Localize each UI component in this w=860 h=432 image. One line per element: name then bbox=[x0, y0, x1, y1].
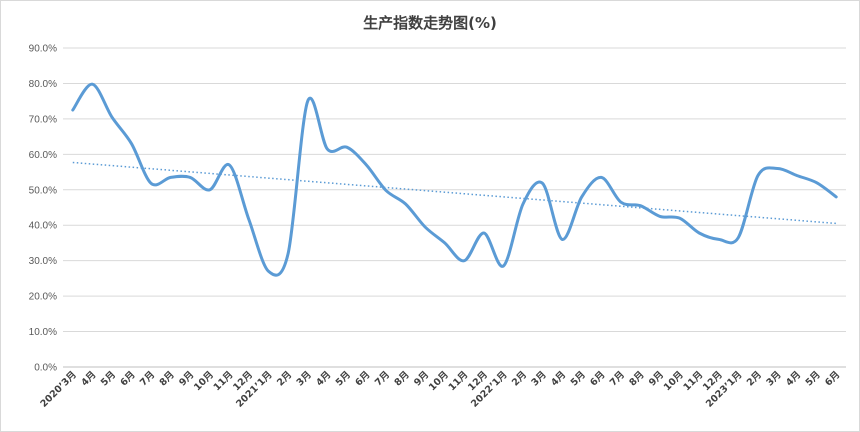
x-tick-label: 2020’3月 bbox=[38, 369, 78, 409]
x-tick-label: 11月 bbox=[681, 369, 705, 393]
data-point bbox=[188, 175, 192, 179]
data-point bbox=[541, 181, 545, 185]
x-tick-label: 7月 bbox=[138, 369, 157, 388]
data-point bbox=[227, 163, 231, 167]
x-tick-label: 2月 bbox=[745, 369, 764, 388]
x-tick-label: 6月 bbox=[118, 369, 137, 388]
x-tick-label: 5月 bbox=[804, 369, 823, 388]
data-point bbox=[658, 214, 662, 218]
data-point bbox=[560, 237, 564, 241]
x-tick-label: 10月 bbox=[427, 369, 451, 393]
x-tick-label: 2月 bbox=[275, 369, 294, 388]
y-tick-label: 90.0% bbox=[29, 44, 57, 55]
y-tick-label: 0.0% bbox=[34, 363, 57, 374]
x-tick-label: 5月 bbox=[569, 369, 588, 388]
data-point bbox=[736, 236, 740, 240]
data-point bbox=[110, 115, 114, 119]
data-point bbox=[482, 231, 486, 235]
data-point bbox=[169, 175, 173, 179]
y-tick-label: 60.0% bbox=[29, 150, 57, 161]
data-point bbox=[521, 202, 525, 206]
x-tick-label: 4月 bbox=[314, 369, 333, 388]
x-tick-label: 10月 bbox=[192, 369, 216, 393]
x-tick-label: 6月 bbox=[353, 369, 372, 388]
data-point bbox=[325, 147, 329, 151]
x-tick-label: 3月 bbox=[764, 369, 783, 388]
data-point bbox=[443, 241, 447, 245]
data-point bbox=[404, 202, 408, 206]
x-tick-label: 4月 bbox=[784, 369, 803, 388]
x-tick-label: 8月 bbox=[158, 369, 177, 388]
x-tick-label: 6月 bbox=[588, 369, 607, 388]
x-tick-label: 3月 bbox=[295, 369, 314, 388]
data-point bbox=[267, 269, 271, 273]
y-tick-label: 80.0% bbox=[29, 79, 57, 90]
series-layer bbox=[71, 82, 838, 277]
data-point bbox=[638, 204, 642, 208]
trendline bbox=[72, 161, 837, 225]
data-point bbox=[149, 181, 153, 185]
data-point bbox=[384, 188, 388, 192]
x-tick-label: 10月 bbox=[662, 369, 686, 393]
y-tick-label: 70.0% bbox=[29, 114, 57, 125]
data-point bbox=[345, 145, 349, 149]
data-point bbox=[501, 264, 505, 268]
data-point bbox=[306, 99, 310, 103]
x-tick-label: 3月 bbox=[530, 369, 549, 388]
data-point bbox=[71, 108, 75, 112]
x-tick-label: 7月 bbox=[373, 369, 392, 388]
data-point bbox=[795, 174, 799, 178]
data-point bbox=[423, 225, 427, 229]
data-point bbox=[756, 174, 760, 178]
chart-title: 生产指数走势图(%) bbox=[363, 14, 497, 32]
x-tick-label: 11月 bbox=[447, 369, 471, 393]
x-tick-label: 6月 bbox=[823, 369, 842, 388]
x-tick-label: 8月 bbox=[627, 369, 646, 388]
x-tick-label: 2月 bbox=[510, 369, 529, 388]
data-point bbox=[580, 195, 584, 199]
data-point bbox=[462, 259, 466, 263]
data-point bbox=[247, 218, 251, 222]
y-tick-label: 20.0% bbox=[29, 292, 57, 303]
y-tick-label: 10.0% bbox=[29, 327, 57, 338]
data-point bbox=[678, 216, 682, 220]
x-tick-label: 5月 bbox=[334, 369, 353, 388]
x-tick-label: 5月 bbox=[99, 369, 118, 388]
data-point bbox=[208, 188, 212, 192]
data-point bbox=[775, 167, 779, 171]
series-line bbox=[71, 82, 838, 277]
grid-lines bbox=[63, 47, 846, 368]
x-tick-label: 7月 bbox=[608, 369, 627, 388]
x-tick-label: 4月 bbox=[549, 369, 568, 388]
data-point bbox=[815, 181, 819, 185]
data-point bbox=[717, 237, 721, 241]
data-point bbox=[619, 200, 623, 204]
data-point bbox=[130, 142, 134, 146]
y-tick-label: 30.0% bbox=[29, 256, 57, 267]
data-point bbox=[697, 231, 701, 235]
x-tick-label: 8月 bbox=[393, 369, 412, 388]
x-tick-label: 4月 bbox=[79, 369, 98, 388]
x-tick-label: 11月 bbox=[212, 369, 236, 393]
y-tick-label: 50.0% bbox=[29, 185, 57, 196]
trendline-layer bbox=[72, 161, 837, 225]
data-point bbox=[286, 252, 290, 256]
y-axis-ticks: 0.0% 10.0% 20.0% 30.0% 40.0% 50.0% 60.0% 70.0% 8… bbox=[29, 44, 57, 374]
data-point bbox=[364, 163, 368, 167]
data-point bbox=[599, 175, 603, 179]
y-tick-label: 40.0% bbox=[29, 221, 57, 232]
data-point bbox=[90, 82, 94, 86]
data-point bbox=[834, 195, 838, 199]
